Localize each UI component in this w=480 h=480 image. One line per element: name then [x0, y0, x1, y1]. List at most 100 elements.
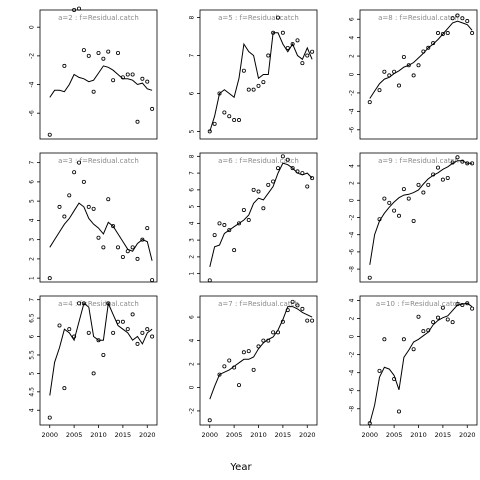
data-point	[217, 372, 222, 377]
data-point	[275, 15, 280, 20]
panel-frame	[199, 152, 318, 283]
fit-line-series	[369, 302, 473, 424]
y-tick-label: 7	[29, 298, 36, 302]
data-point	[72, 334, 77, 339]
y-tick-label: 5.5	[29, 350, 36, 360]
data-point	[310, 176, 315, 181]
x-tick-label: 2000	[361, 431, 378, 439]
fit-line-series	[49, 65, 153, 98]
panel-title: a=5 : f=Residual.catch	[218, 14, 299, 22]
data-point	[396, 83, 401, 88]
data-point	[91, 89, 96, 94]
data-point	[396, 213, 401, 218]
y-tick-label: 0	[349, 72, 356, 76]
x-tick-label: 2020	[139, 431, 156, 439]
data-point	[222, 223, 227, 228]
data-point	[227, 114, 232, 119]
data-point	[116, 51, 121, 56]
data-point	[285, 45, 290, 50]
data-point	[251, 87, 256, 92]
data-point	[47, 132, 52, 137]
panel-a10: a=10 : f=Residual.catch 4 2 0 -2 -4 -6 -8 2000 20…	[349, 295, 478, 439]
data-point	[305, 318, 310, 323]
y-tick-label: 5	[29, 371, 36, 375]
data-point	[435, 165, 440, 170]
data-point	[470, 161, 475, 166]
data-point	[116, 245, 121, 250]
data-point	[416, 63, 421, 68]
data-point	[285, 308, 290, 313]
data-point	[440, 177, 445, 182]
data-point	[232, 248, 237, 253]
data-point	[86, 204, 91, 209]
data-point	[285, 157, 290, 162]
data-point	[465, 301, 470, 306]
y-tick-label: 5	[29, 199, 36, 203]
y-tick-label: 4	[189, 221, 196, 225]
y-tick-label: 6	[189, 315, 196, 319]
data-point	[450, 160, 455, 165]
data-point	[62, 63, 67, 68]
data-point	[96, 338, 101, 343]
data-point	[460, 16, 465, 21]
fit-line-series	[209, 32, 313, 132]
data-point	[470, 306, 475, 311]
data-point	[120, 319, 125, 324]
data-point	[310, 318, 315, 323]
y-tick-label: -2	[189, 408, 196, 414]
data-point	[280, 30, 285, 35]
data-point	[217, 91, 222, 96]
data-point	[392, 69, 397, 74]
data-point	[125, 72, 130, 77]
data-point	[67, 327, 72, 332]
data-point	[256, 189, 261, 194]
data-point	[101, 352, 106, 357]
data-point	[470, 31, 475, 36]
y-tick-label: -8	[349, 266, 356, 272]
data-point	[401, 54, 406, 59]
data-point	[450, 320, 455, 325]
y-tick-label: 3	[189, 238, 196, 242]
data-point	[261, 206, 266, 211]
panel-title: a=2 : f=Residual.catch	[58, 14, 139, 22]
data-point	[130, 312, 135, 317]
data-point	[455, 13, 460, 18]
x-tick-label: 2010	[90, 431, 107, 439]
x-axis-label: Year	[229, 462, 252, 473]
data-point	[431, 41, 436, 46]
data-point	[401, 337, 406, 342]
data-point	[305, 184, 310, 189]
data-point	[455, 302, 460, 307]
data-point	[246, 349, 251, 354]
y-tick-label: 5	[189, 129, 196, 133]
panel-title: a=8 : f=Residual.catch	[378, 14, 459, 22]
data-point	[62, 214, 67, 219]
data-point	[111, 78, 116, 83]
y-tick-label: 8	[189, 16, 196, 20]
y-tick-label: 4	[29, 218, 36, 222]
data-point	[236, 383, 241, 388]
y-tick-label: -6	[349, 127, 356, 133]
data-point	[460, 303, 465, 308]
data-point	[280, 319, 285, 324]
y-tick-label: 8	[189, 154, 196, 158]
data-point	[150, 334, 155, 339]
panel-a5: a=5 : f=Residual.catch 5 6 7 8	[189, 9, 318, 140]
data-point	[445, 31, 450, 36]
data-point	[367, 100, 372, 105]
data-point	[310, 49, 315, 54]
data-point	[77, 301, 82, 306]
data-point	[256, 83, 261, 88]
y-tick-label: 2	[349, 54, 356, 58]
data-point	[145, 226, 150, 231]
data-point	[440, 305, 445, 310]
data-point	[91, 206, 96, 211]
x-tick-label: 2020	[299, 431, 316, 439]
data-point	[280, 154, 285, 159]
y-tick-label: 1	[189, 272, 196, 276]
x-tick-label: 2015	[275, 431, 292, 439]
data-point	[416, 182, 421, 187]
data-point	[465, 19, 470, 24]
x-tick-label: 2010	[250, 431, 267, 439]
